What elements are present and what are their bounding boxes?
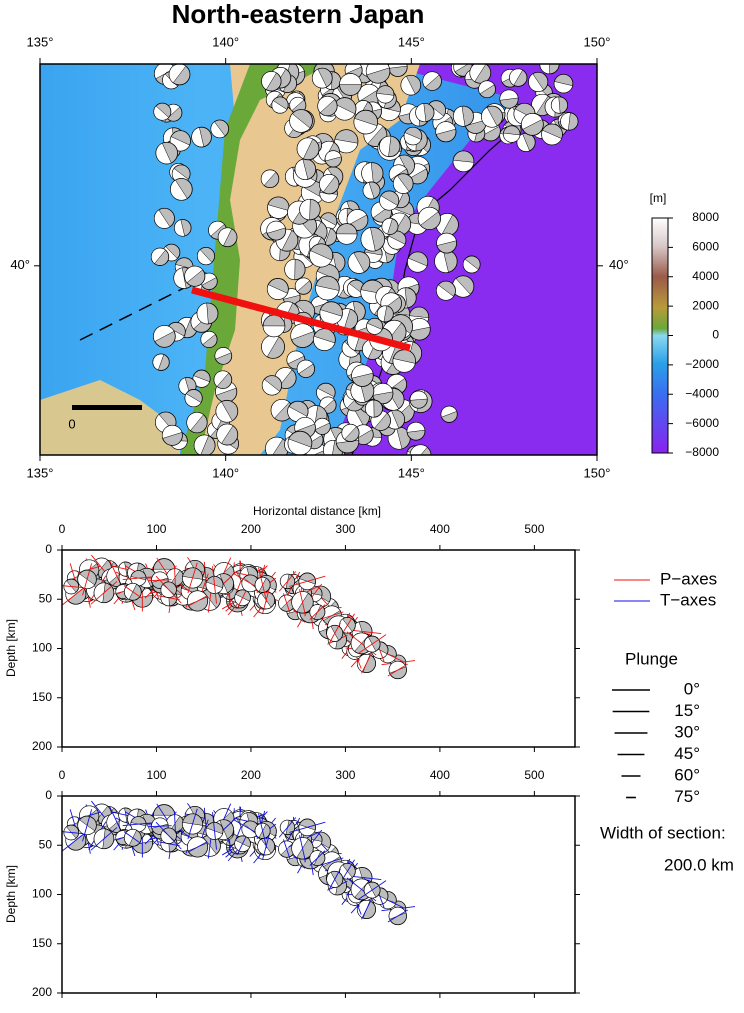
colorbar	[652, 218, 668, 453]
plunge-label: 30°	[674, 722, 700, 741]
y-axis-label: Depth [km]	[4, 865, 18, 923]
colorbar-tick-label: 6000	[692, 240, 719, 254]
colorbar-tick-label: 4000	[692, 269, 719, 283]
y-tick-label: 0	[45, 542, 52, 556]
colorbar-tick-label: −2000	[685, 357, 719, 371]
y-axis-label: Depth [km]	[4, 619, 18, 677]
x-tick-label: 150°	[584, 34, 611, 49]
x-tick-label: 200	[241, 768, 261, 782]
x-tick-label: 100	[146, 768, 166, 782]
colorbar-tick-label: 2000	[692, 298, 719, 312]
x-tick-label: 150°	[584, 465, 611, 480]
x-tick-label: 200	[241, 522, 261, 536]
x-axis-label: Horizontal distance [km]	[253, 504, 381, 518]
colorbar-tick-label: −8000	[685, 445, 719, 459]
plunge-label: 45°	[674, 744, 700, 763]
x-tick-label: 500	[524, 522, 544, 536]
colorbar-unit: [m]	[650, 191, 667, 205]
legend-title: Plunge	[625, 649, 678, 668]
x-tick-label: 300	[335, 522, 355, 536]
y-tick-label: 150	[32, 690, 52, 704]
x-tick-label: 135°	[27, 34, 54, 49]
y-tick-label: 100	[32, 887, 52, 901]
colorbar-tick-label: −6000	[685, 416, 719, 430]
x-tick-label: 300	[335, 768, 355, 782]
plunge-label: 15°	[674, 701, 700, 720]
scale-label: 0	[68, 416, 75, 431]
x-tick-label: 400	[430, 522, 450, 536]
y-tick-label: 100	[32, 641, 52, 655]
plunge-label: 60°	[674, 765, 700, 784]
x-tick-label: 145°	[398, 34, 425, 49]
x-tick-label: 135°	[27, 465, 54, 480]
x-tick-label: 500	[524, 768, 544, 782]
x-tick-label: 100	[146, 522, 166, 536]
title: North-eastern Japan	[172, 0, 425, 29]
x-tick-label: 140°	[212, 465, 239, 480]
x-tick-label: 400	[430, 768, 450, 782]
colorbar-tick-label: 8000	[692, 210, 719, 224]
y-tick-label: 0	[45, 788, 52, 802]
width-value: 200.0 km	[664, 855, 734, 874]
colorbar-tick-label: −4000	[685, 386, 719, 400]
colorbar-tick-label: 0	[712, 328, 719, 342]
width-title: Width of section:	[600, 823, 726, 842]
x-tick-label: 0	[59, 522, 66, 536]
y-tick-label: 150	[32, 936, 52, 950]
scale-bar	[72, 405, 142, 410]
x-tick-label: 145°	[398, 465, 425, 480]
y-tick-label: 40°	[10, 257, 30, 272]
y-tick-label: 40°	[609, 257, 629, 272]
y-tick-label: 50	[39, 837, 53, 851]
x-tick-label: 140°	[212, 34, 239, 49]
y-tick-label: 200	[32, 985, 52, 999]
x-tick-label: 0	[59, 768, 66, 782]
y-tick-label: 200	[32, 739, 52, 753]
legend-label: T−axes	[660, 590, 716, 609]
plunge-label: 0°	[684, 679, 700, 698]
legend-label: P−axes	[660, 569, 717, 588]
y-tick-label: 50	[39, 591, 53, 605]
plunge-label: 75°	[674, 787, 700, 806]
